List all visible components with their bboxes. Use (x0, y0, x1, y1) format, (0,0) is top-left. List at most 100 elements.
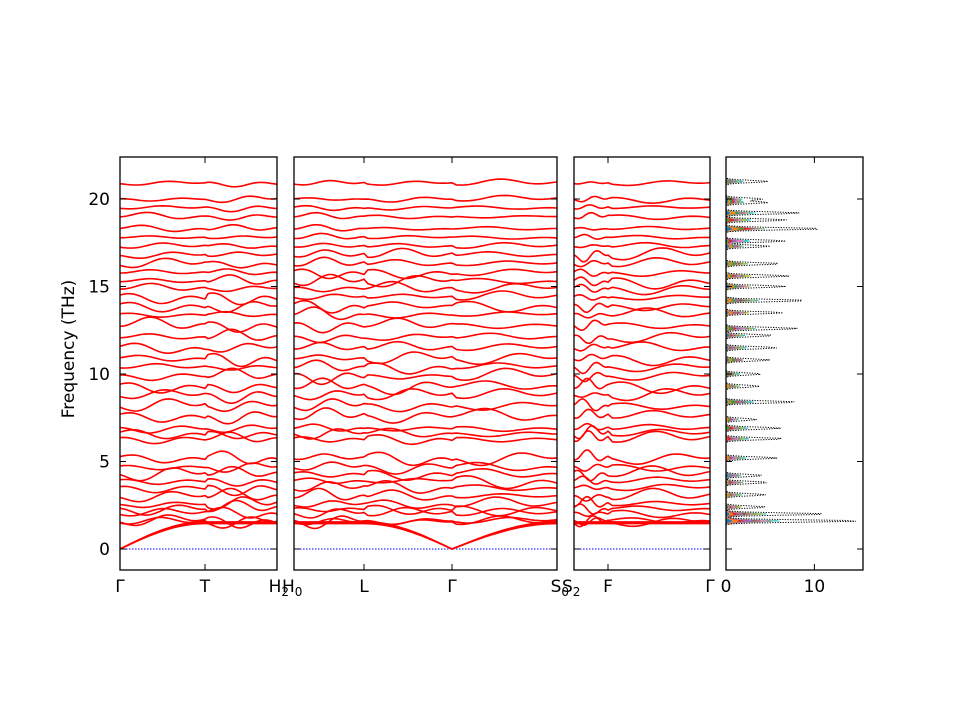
band-line-30 (120, 282, 278, 293)
y-axis-label: Frequency (THz) (59, 280, 79, 419)
y-tick-label: 10 (88, 365, 110, 385)
band-line-29 (119, 292, 278, 306)
band-line-20 (119, 382, 278, 394)
dos-x-tick-label: 10 (804, 577, 826, 597)
y-tick-label: 0 (99, 540, 110, 560)
band-line-26 (573, 319, 711, 332)
band-line-4 (119, 514, 278, 529)
band-line-12 (293, 461, 558, 475)
band-line-36 (573, 233, 711, 240)
band-line-6 (293, 504, 558, 517)
band-line-1 (119, 521, 277, 550)
band-line-18 (119, 398, 278, 413)
band-line-15 (573, 424, 711, 440)
band-line-20 (293, 377, 557, 396)
band-line-37 (119, 224, 278, 233)
x-tick-label: L (359, 577, 369, 597)
x-tick-label: Γ (447, 577, 457, 597)
y-tick-label: 20 (88, 190, 110, 210)
band-line-31 (119, 274, 278, 285)
band-line-10 (119, 477, 278, 487)
band-line-31 (573, 276, 711, 290)
band-line-28 (573, 302, 711, 314)
band-line-11 (119, 465, 278, 482)
band-line-9 (119, 484, 278, 497)
band-line-13 (573, 449, 711, 466)
band-line-39 (119, 204, 278, 213)
x-tick-label: H2 (269, 577, 289, 599)
band-line-16 (574, 422, 711, 431)
band-line-19 (293, 387, 558, 401)
band-line-26 (119, 316, 278, 333)
band-line-41 (119, 180, 278, 188)
axis-ticks (119, 157, 863, 570)
band-line-13 (119, 450, 278, 465)
band-line-9 (573, 483, 711, 492)
band-line-32 (293, 268, 558, 280)
dos-x-tick-label: 0 (721, 577, 732, 597)
x-tick-label: Γ (115, 577, 125, 597)
band-line-34 (573, 247, 711, 263)
band-line-23 (119, 352, 278, 368)
band-line-23 (573, 353, 711, 367)
band-line-4 (573, 516, 711, 527)
band-line-26 (293, 317, 558, 334)
band-line-8 (573, 487, 711, 502)
band-line-24 (573, 341, 710, 352)
band-line-27 (573, 307, 711, 319)
band-line-25 (119, 328, 278, 341)
band-line-36 (120, 235, 278, 240)
band-line-35 (573, 241, 711, 249)
band-panel-frame-2 (573, 156, 711, 571)
x-tick-label: T (199, 577, 211, 597)
band-line-40 (120, 195, 278, 204)
band-line-41 (573, 180, 711, 187)
band-line-5 (293, 506, 558, 519)
band-line-14 (293, 433, 558, 446)
band-line-8 (119, 487, 278, 503)
total-dos-line (725, 174, 856, 534)
band-line-35 (119, 242, 278, 249)
dos-panel-frame (725, 156, 864, 571)
y-tick-label: 15 (88, 278, 110, 298)
band-line-15 (293, 427, 558, 440)
band-line-37 (293, 224, 557, 232)
band-line-10 (573, 475, 711, 485)
band-line-40 (293, 194, 558, 203)
band-line-22 (573, 361, 711, 375)
band-line-34 (293, 247, 558, 259)
band-line-12 (573, 463, 711, 472)
band-line-24 (119, 342, 278, 355)
partial-dos-2 (726, 174, 744, 534)
band-line-22 (119, 362, 278, 371)
partial-dos-1 (726, 174, 739, 534)
band-line-25 (293, 332, 558, 344)
band-line-6 (119, 499, 278, 516)
band-line-32 (119, 268, 278, 276)
band-line-6 (573, 503, 711, 515)
band-line-21 (573, 371, 711, 383)
band-line-33 (573, 256, 711, 268)
band-line-30 (293, 280, 558, 294)
band-line-8 (293, 487, 558, 501)
x-tick-label: Γ (705, 577, 715, 597)
band-line-29 (573, 293, 711, 301)
band-lines (119, 178, 711, 550)
band-line-2 (119, 521, 277, 550)
y-tick-label: 5 (99, 453, 110, 473)
band-line-4 (293, 515, 558, 530)
band-line-16 (293, 423, 558, 433)
band-line-15 (119, 428, 278, 440)
band-line-28 (119, 300, 278, 314)
band-line-19 (573, 387, 711, 402)
band-line-5 (119, 506, 278, 519)
band-line-38 (293, 211, 557, 220)
band-line-7 (573, 495, 711, 508)
band-line-40 (573, 195, 711, 205)
band-line-33 (293, 256, 558, 267)
band-line-16 (119, 424, 278, 434)
x-tick-label: S0 (551, 577, 569, 599)
band-line-13 (293, 451, 558, 467)
band-line-38 (119, 211, 278, 221)
band-line-10 (293, 474, 558, 490)
